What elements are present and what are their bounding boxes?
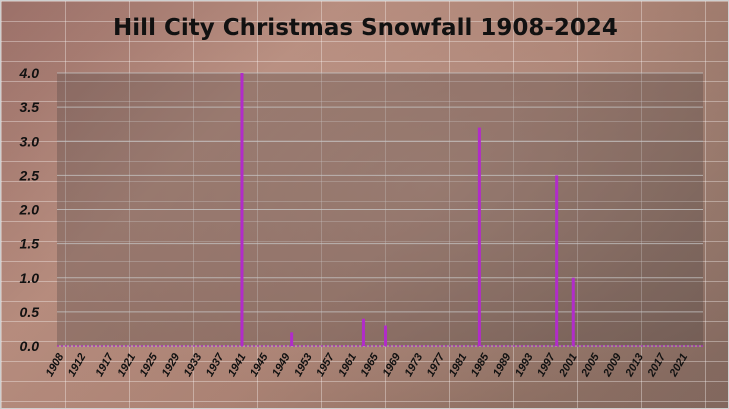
x-tick-label: 2005 [579, 351, 603, 380]
x-tick-label: 1908 [44, 351, 67, 379]
x-tick-label: 1945 [248, 351, 271, 379]
bar-1963 [361, 318, 365, 346]
y-tick-label: 0.5 [20, 304, 40, 320]
x-tick-label: 2017 [645, 351, 669, 380]
y-tick-label: 2.5 [19, 167, 40, 183]
y-tick-label: 1.0 [20, 270, 40, 286]
x-tick-label: 2021 [667, 352, 690, 380]
bar-1967 [384, 325, 388, 346]
x-tick-label: 1961 [336, 352, 359, 379]
bar-1998 [555, 175, 559, 346]
x-tick-label: 1977 [425, 351, 448, 379]
x-tick-label: 1957 [314, 351, 337, 379]
bar-1941 [240, 73, 244, 346]
x-tick-label: 1985 [469, 351, 492, 379]
y-gridlines [57, 72, 703, 347]
x-tick-label: 2013 [623, 352, 646, 380]
y-tick-label: 2.0 [19, 202, 40, 218]
y-tick-label: 1.5 [20, 236, 40, 252]
x-tick-label: 1933 [182, 352, 205, 379]
bars [240, 73, 575, 346]
x-tick-label: 1941 [226, 352, 249, 379]
x-tick-label: 1989 [491, 351, 514, 379]
y-tick-label: 3.0 [20, 133, 40, 149]
x-tick-label: 1965 [358, 351, 381, 379]
bar-2001 [571, 277, 575, 346]
bar-1950 [290, 332, 294, 346]
x-axis-ticks: 1908 1912 1917 1921 1925 1929 1933 1937 1941 1945… [44, 351, 691, 380]
x-tick-label: 1973 [403, 352, 426, 379]
y-tick-label: 0.0 [20, 338, 40, 354]
y-axis-ticks: 0.0 0.5 1.0 1.5 2.0 2.5 3.0 3.5 4.0 [19, 65, 40, 354]
x-tick-label: 1981 [447, 352, 470, 379]
x-tick-label: 1969 [381, 351, 404, 379]
x-tick-label: 1949 [270, 351, 293, 379]
x-tick-label: 2009 [601, 351, 625, 380]
x-tick-label: 1912 [66, 352, 89, 379]
x-tick-label: 1929 [160, 351, 183, 379]
x-tick-label: 2001 [557, 352, 580, 380]
x-tick-label: 1921 [116, 352, 139, 379]
x-tick-label: 1953 [292, 352, 315, 379]
chart-title: Hill City Christmas Snowfall 1908-2024 [113, 15, 618, 41]
bar-1984 [477, 127, 481, 346]
x-tick-label: 1993 [513, 352, 536, 379]
x-tick-label: 1997 [535, 351, 558, 379]
x-tick-label: 1937 [204, 351, 227, 379]
y-tick-label: 3.5 [20, 99, 40, 115]
x-tick-label: 1925 [138, 351, 161, 379]
y-tick-label: 4.0 [19, 65, 40, 81]
x-tick-label: 1917 [93, 351, 116, 379]
